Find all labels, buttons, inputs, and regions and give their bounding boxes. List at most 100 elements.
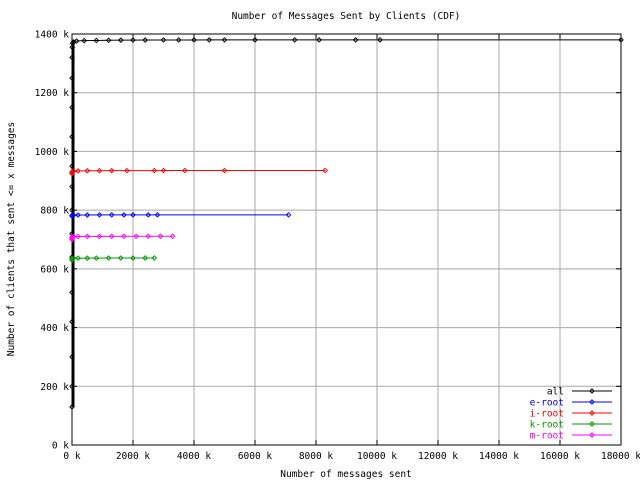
data-point [70, 212, 77, 218]
data-point [145, 212, 152, 218]
data-point [121, 212, 127, 218]
data-point [133, 233, 139, 240]
data-point [157, 233, 164, 240]
x-tick-label: 12000 k [418, 451, 458, 462]
data-point [169, 233, 176, 240]
y-tick-label: 800 k [40, 206, 69, 217]
data-point [69, 163, 75, 169]
data-point [69, 104, 75, 111]
x-tick-label: 2000 k [116, 451, 151, 462]
data-point [175, 37, 182, 43]
data-point [69, 289, 75, 296]
data-point [130, 37, 136, 43]
data-point [81, 37, 88, 44]
data-point [75, 212, 81, 218]
data-point [70, 168, 77, 174]
data-point [108, 167, 115, 174]
series-m-root [69, 233, 176, 243]
x-tick-label: 14000 k [479, 451, 519, 462]
data-point [69, 383, 75, 390]
data-point [377, 37, 383, 43]
chart-title: Number of Messages Sent by Clients (CDF) [232, 11, 461, 22]
data-point [69, 212, 75, 219]
legend-label: k-root [530, 420, 564, 431]
x-tick-label: 10000 k [357, 451, 397, 462]
legend-label: all [547, 387, 564, 398]
x-tick-label: 0 k [63, 451, 80, 462]
data-point [69, 403, 75, 410]
data-point [69, 75, 75, 81]
data-point [69, 169, 75, 175]
data-point [121, 233, 127, 240]
data-point [117, 37, 124, 44]
data-point [130, 212, 136, 218]
data-point [142, 37, 149, 43]
data-point [96, 233, 103, 240]
data-point [124, 167, 130, 174]
data-point [69, 234, 75, 240]
data-point [69, 133, 75, 140]
data-point [105, 255, 112, 261]
y-tick-label: 1000 k [35, 147, 70, 158]
data-point [618, 37, 624, 43]
legend-marker [589, 421, 595, 427]
data-point [206, 37, 213, 43]
legend-marker [589, 399, 595, 405]
data-point [69, 354, 75, 360]
data-point [130, 255, 136, 261]
y-tick-label: 200 k [40, 382, 69, 393]
data-point [84, 255, 91, 261]
y-tick-label: 1200 k [35, 88, 70, 99]
y-tick-label: 600 k [40, 264, 69, 275]
data-point [108, 212, 115, 218]
data-point [252, 37, 258, 43]
data-point [221, 167, 228, 174]
data-point [160, 37, 167, 43]
data-point [84, 167, 91, 174]
data-point [151, 255, 158, 261]
data-point [69, 54, 75, 61]
data-point [75, 233, 81, 240]
data-point [322, 167, 328, 174]
data-point [75, 255, 81, 262]
data-point [69, 40, 76, 47]
data-point [316, 37, 322, 43]
data-point [75, 168, 81, 174]
x-tick-label: 16000 k [540, 451, 580, 462]
data-point [70, 233, 77, 240]
legend-label: m-root [530, 431, 564, 442]
data-point [182, 167, 188, 174]
data-point [93, 255, 100, 261]
x-tick-label: 18000 k [601, 451, 640, 462]
legend-label: i-root [530, 409, 564, 420]
data-point [285, 212, 292, 218]
data-point [70, 255, 77, 262]
data-point [69, 318, 75, 325]
grid-lines [72, 34, 621, 445]
plot-frame [71, 33, 622, 446]
data-point [142, 255, 149, 261]
data-point [151, 167, 158, 174]
data-point [69, 183, 75, 190]
series-i-root [69, 167, 328, 177]
series-line [71, 39, 622, 407]
data-point [117, 255, 124, 261]
series-all [69, 37, 624, 410]
data-point [84, 212, 91, 218]
data-point [93, 37, 100, 44]
data-point [191, 37, 197, 43]
legend-marker [589, 410, 595, 416]
x-tick-label: 4000 k [177, 451, 212, 462]
data-point [108, 233, 115, 240]
data-point [69, 207, 75, 213]
series-k-root [69, 255, 158, 263]
y-tick-label: 0 k [52, 441, 69, 452]
data-point [96, 167, 103, 174]
data-point [69, 44, 76, 51]
data-point [69, 256, 75, 262]
y-axis-label: Number of clients that sent <= x message… [6, 122, 17, 357]
y-tick-label: 400 k [40, 323, 69, 334]
data-point [84, 233, 91, 240]
series-e-root [69, 212, 292, 219]
